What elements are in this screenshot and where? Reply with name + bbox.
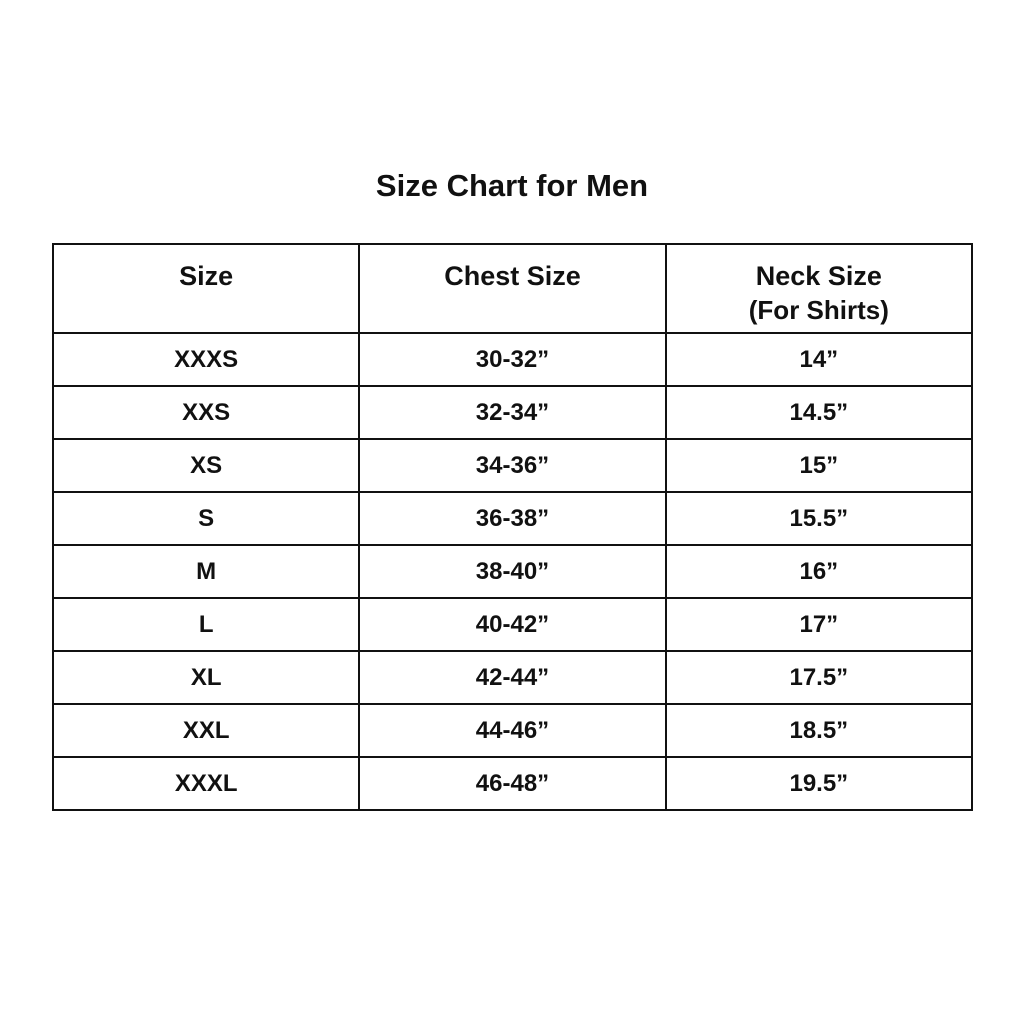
- header-neck-label: Neck Size: [755, 261, 882, 291]
- cell-size: XL: [51, 650, 361, 705]
- table-row: M 38-40” 16”: [51, 544, 974, 599]
- cell-size: XXS: [51, 385, 361, 440]
- cell-neck: 14.5”: [664, 385, 974, 440]
- cell-size: XS: [51, 438, 361, 493]
- cell-neck: 18.5”: [664, 703, 974, 758]
- cell-chest: 40-42”: [358, 597, 667, 652]
- header-size: Size: [51, 243, 361, 334]
- cell-size: M: [51, 544, 361, 599]
- cell-chest: 34-36”: [358, 438, 667, 493]
- cell-chest: 46-48”: [358, 756, 667, 811]
- header-chest-size: Chest Size: [358, 243, 667, 334]
- header-neck-sublabel: (For Shirts): [748, 295, 889, 325]
- cell-chest: 42-44”: [358, 650, 667, 705]
- table-row: L 40-42” 17”: [51, 597, 974, 652]
- cell-chest: 38-40”: [358, 544, 667, 599]
- table-row: XXL 44-46” 18.5”: [51, 703, 974, 758]
- table-header-row: Size Chest Size Neck Size (For Shirts): [51, 243, 974, 334]
- cell-chest: 30-32”: [358, 332, 667, 387]
- cell-chest: 32-34”: [358, 385, 667, 440]
- cell-neck: 19.5”: [664, 756, 974, 811]
- cell-neck: 17.5”: [664, 650, 974, 705]
- cell-neck: 16”: [664, 544, 974, 599]
- cell-size: XXXL: [51, 756, 361, 811]
- cell-neck: 15.5”: [664, 491, 974, 546]
- table-row: XL 42-44” 17.5”: [51, 650, 974, 705]
- cell-neck: 15”: [664, 438, 974, 493]
- cell-size: S: [51, 491, 361, 546]
- cell-size: XXL: [51, 703, 361, 758]
- cell-chest: 36-38”: [358, 491, 667, 546]
- table-row: XXXS 30-32” 14”: [51, 332, 974, 387]
- table-row: S 36-38” 15.5”: [51, 491, 974, 546]
- table-row: XXXL 46-48” 19.5”: [51, 756, 974, 811]
- cell-size: XXXS: [51, 332, 361, 387]
- table-row: XXS 32-34” 14.5”: [51, 385, 974, 440]
- header-neck-size: Neck Size (For Shirts): [664, 243, 974, 334]
- table-row: XS 34-36” 15”: [51, 438, 974, 493]
- cell-size: L: [51, 597, 361, 652]
- cell-neck: 17”: [664, 597, 974, 652]
- cell-chest: 44-46”: [358, 703, 667, 758]
- page-title: Size Chart for Men: [375, 168, 649, 203]
- size-chart-table: Size Chest Size Neck Size (For Shirts) X…: [51, 243, 974, 811]
- cell-neck: 14”: [664, 332, 974, 387]
